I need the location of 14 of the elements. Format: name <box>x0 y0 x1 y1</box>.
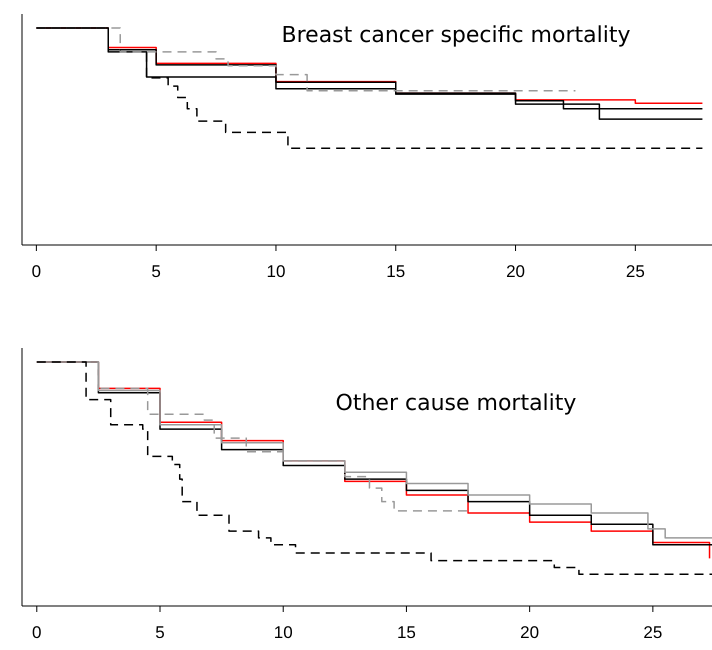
x-tick-label: 0 <box>32 623 42 642</box>
x-tick-label: 20 <box>520 623 540 642</box>
x-tick-label: 25 <box>626 262 645 281</box>
x-tick-label: 15 <box>386 262 406 281</box>
x-tick-label: 10 <box>266 262 286 281</box>
x-tick-label: 10 <box>274 623 293 642</box>
x-tick-label: 15 <box>396 623 416 642</box>
x-tick-label: 5 <box>155 623 165 642</box>
text: Other cause mortality <box>336 391 576 416</box>
x-tick-label: 5 <box>151 262 161 281</box>
x-tick-label: 0 <box>32 262 42 281</box>
x-tick-label: 25 <box>643 623 662 642</box>
chart-title: Breast cancer specific mortality <box>282 23 630 48</box>
x-tick-label: 20 <box>506 262 526 281</box>
